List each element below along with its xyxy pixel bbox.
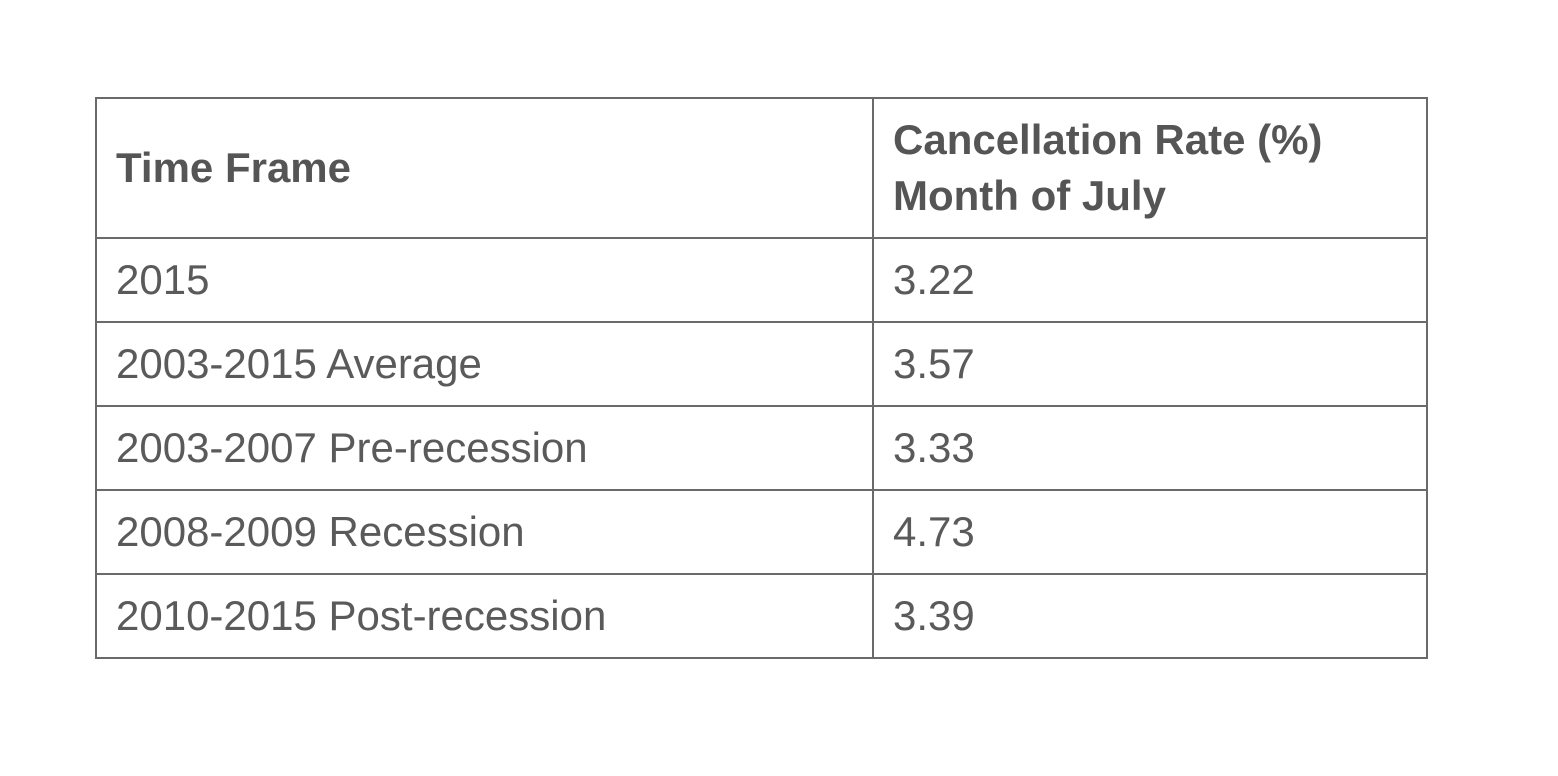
header-time-frame: Time Frame bbox=[95, 97, 874, 239]
cell-rate: 3.39 bbox=[872, 573, 1428, 659]
cell-time-frame: 2010-2015 Post-recession bbox=[95, 573, 874, 659]
cell-rate: 4.73 bbox=[872, 489, 1428, 575]
table-row: 2003-2015 Average 3.57 bbox=[95, 321, 1428, 407]
table-header: Time Frame Cancellation Rate (%) Month o… bbox=[95, 97, 1428, 239]
cell-time-frame: 2008-2009 Recession bbox=[95, 489, 874, 575]
header-rate-line1: Cancellation Rate (%) bbox=[893, 116, 1323, 163]
header-rate-line2: Month of July bbox=[893, 172, 1166, 219]
cancellation-rate-table: Time Frame Cancellation Rate (%) Month o… bbox=[95, 97, 1428, 659]
table-row: 2010-2015 Post-recession 3.39 bbox=[95, 573, 1428, 659]
table-row: 2008-2009 Recession 4.73 bbox=[95, 489, 1428, 575]
cell-rate: 3.57 bbox=[872, 321, 1428, 407]
header-cancellation-rate: Cancellation Rate (%) Month of July bbox=[872, 97, 1428, 239]
cell-rate: 3.33 bbox=[872, 405, 1428, 491]
cell-time-frame: 2003-2015 Average bbox=[95, 321, 874, 407]
cell-time-frame: 2015 bbox=[95, 237, 874, 323]
cell-rate: 3.22 bbox=[872, 237, 1428, 323]
cell-time-frame: 2003-2007 Pre-recession bbox=[95, 405, 874, 491]
header-row: Time Frame Cancellation Rate (%) Month o… bbox=[95, 97, 1428, 239]
table-row: 2015 3.22 bbox=[95, 237, 1428, 323]
table-body: 2015 3.22 2003-2015 Average 3.57 2003-20… bbox=[95, 237, 1428, 659]
table-row: 2003-2007 Pre-recession 3.33 bbox=[95, 405, 1428, 491]
